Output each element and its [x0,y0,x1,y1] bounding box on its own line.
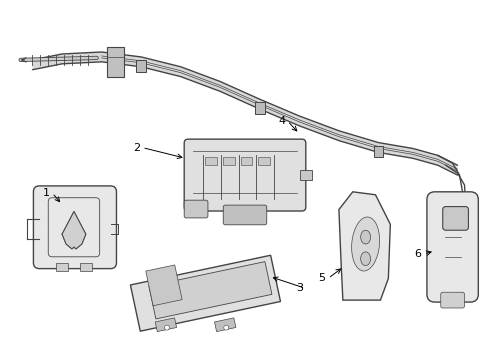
Text: 4: 4 [278,116,285,126]
Polygon shape [62,212,86,249]
Bar [223,157,235,165]
Text: 1: 1 [43,188,50,198]
Ellipse shape [165,325,170,330]
FancyBboxPatch shape [184,139,306,211]
Polygon shape [149,262,272,319]
FancyBboxPatch shape [441,292,465,308]
Text: 5: 5 [318,274,326,283]
Bar [300,170,312,180]
Polygon shape [32,52,458,175]
Bar [255,102,265,114]
Text: 2: 2 [133,143,140,153]
Bar [107,47,124,77]
Bar [80,263,92,271]
Polygon shape [215,318,236,332]
FancyBboxPatch shape [184,200,208,218]
FancyBboxPatch shape [443,207,468,230]
FancyBboxPatch shape [33,186,117,269]
Polygon shape [130,255,280,331]
Bar [258,157,270,165]
Bar [136,60,146,72]
Ellipse shape [361,230,370,244]
Bar [205,157,217,165]
Bar [241,157,252,165]
FancyBboxPatch shape [427,192,478,302]
Bar [56,263,68,271]
Ellipse shape [352,217,380,271]
Ellipse shape [224,325,229,330]
Text: 3: 3 [296,283,303,293]
Polygon shape [339,192,391,300]
Text: 6: 6 [415,249,421,259]
Bar [373,145,383,157]
Polygon shape [146,265,182,306]
FancyBboxPatch shape [223,205,267,225]
Ellipse shape [361,252,370,266]
Polygon shape [155,318,176,332]
